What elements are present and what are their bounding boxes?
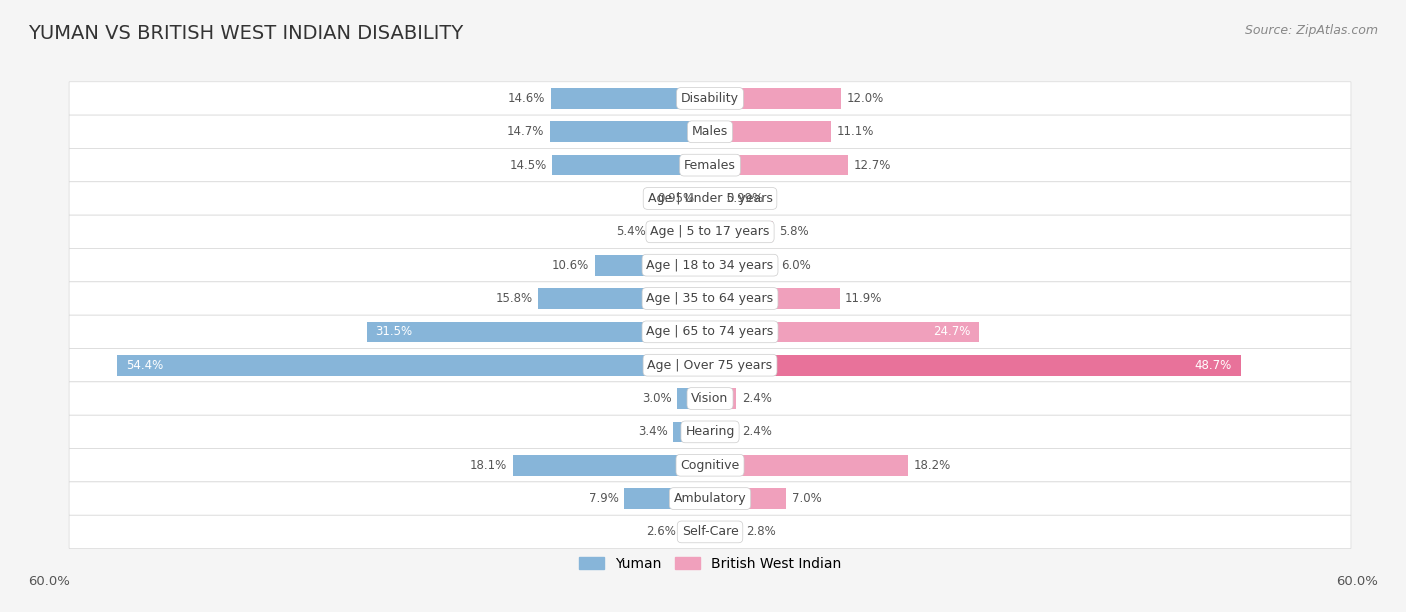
Text: 3.4%: 3.4% [638,425,668,438]
Text: 31.5%: 31.5% [375,326,412,338]
Bar [551,88,710,109]
Text: 2.4%: 2.4% [741,425,772,438]
FancyBboxPatch shape [69,282,1351,315]
FancyBboxPatch shape [69,149,1351,182]
Text: Age | 5 to 17 years: Age | 5 to 17 years [651,225,769,238]
Bar [710,222,773,242]
Bar [678,388,710,409]
Text: Age | 35 to 64 years: Age | 35 to 64 years [647,292,773,305]
Bar [553,155,710,176]
FancyBboxPatch shape [69,382,1351,415]
Text: 12.7%: 12.7% [853,159,891,171]
Text: Hearing: Hearing [685,425,735,438]
Text: Disability: Disability [681,92,740,105]
Bar [700,188,710,209]
Bar [550,121,710,142]
Bar [710,422,737,442]
Text: 7.0%: 7.0% [792,492,821,505]
Text: Age | 65 to 74 years: Age | 65 to 74 years [647,326,773,338]
Text: 5.4%: 5.4% [616,225,645,238]
Bar [117,355,710,376]
Bar [595,255,710,275]
FancyBboxPatch shape [69,115,1351,149]
Text: 60.0%: 60.0% [28,575,70,588]
Bar [710,355,1240,376]
Bar [624,488,710,509]
Text: 11.9%: 11.9% [845,292,883,305]
FancyBboxPatch shape [69,348,1351,382]
Text: Vision: Vision [692,392,728,405]
Text: 24.7%: 24.7% [934,326,970,338]
Bar [710,255,776,275]
Text: Females: Females [685,159,735,171]
Bar [682,521,710,542]
Bar [710,121,831,142]
Text: 6.0%: 6.0% [780,259,811,272]
Bar [367,321,710,342]
Bar [538,288,710,309]
Bar [710,455,908,476]
FancyBboxPatch shape [69,482,1351,515]
Text: 14.7%: 14.7% [508,125,544,138]
Text: 0.95%: 0.95% [657,192,695,205]
FancyBboxPatch shape [69,248,1351,282]
Text: 2.6%: 2.6% [647,526,676,539]
Text: 2.4%: 2.4% [741,392,772,405]
Bar [710,321,979,342]
Text: Cognitive: Cognitive [681,459,740,472]
Bar [710,155,848,176]
Text: 11.1%: 11.1% [837,125,873,138]
FancyBboxPatch shape [69,449,1351,482]
Bar [710,488,786,509]
Text: 10.6%: 10.6% [551,259,589,272]
Text: 60.0%: 60.0% [1336,575,1378,588]
Text: YUMAN VS BRITISH WEST INDIAN DISABILITY: YUMAN VS BRITISH WEST INDIAN DISABILITY [28,24,464,43]
Text: 54.4%: 54.4% [127,359,163,371]
Bar [513,455,710,476]
Text: Ambulatory: Ambulatory [673,492,747,505]
Text: Self-Care: Self-Care [682,526,738,539]
Bar [673,422,710,442]
Bar [710,188,721,209]
Text: Males: Males [692,125,728,138]
Text: 3.0%: 3.0% [643,392,672,405]
FancyBboxPatch shape [69,415,1351,449]
Text: 14.5%: 14.5% [509,159,547,171]
Text: Age | Over 75 years: Age | Over 75 years [648,359,772,371]
Bar [710,521,741,542]
Text: 5.8%: 5.8% [779,225,808,238]
Text: 14.6%: 14.6% [508,92,546,105]
FancyBboxPatch shape [69,315,1351,348]
Text: 15.8%: 15.8% [495,292,533,305]
Text: 7.9%: 7.9% [589,492,619,505]
FancyBboxPatch shape [69,215,1351,248]
Text: 12.0%: 12.0% [846,92,883,105]
Text: 18.2%: 18.2% [914,459,950,472]
Text: Age | Under 5 years: Age | Under 5 years [648,192,772,205]
Text: 2.8%: 2.8% [747,526,776,539]
Text: Age | 18 to 34 years: Age | 18 to 34 years [647,259,773,272]
Text: 48.7%: 48.7% [1195,359,1232,371]
FancyBboxPatch shape [69,515,1351,548]
FancyBboxPatch shape [69,182,1351,215]
Text: Source: ZipAtlas.com: Source: ZipAtlas.com [1244,24,1378,37]
Text: 18.1%: 18.1% [470,459,508,472]
Legend: Yuman, British West Indian: Yuman, British West Indian [574,551,846,577]
Bar [710,88,841,109]
FancyBboxPatch shape [69,82,1351,115]
Bar [651,222,710,242]
Bar [710,288,839,309]
Text: 0.99%: 0.99% [727,192,763,205]
Bar [710,388,737,409]
